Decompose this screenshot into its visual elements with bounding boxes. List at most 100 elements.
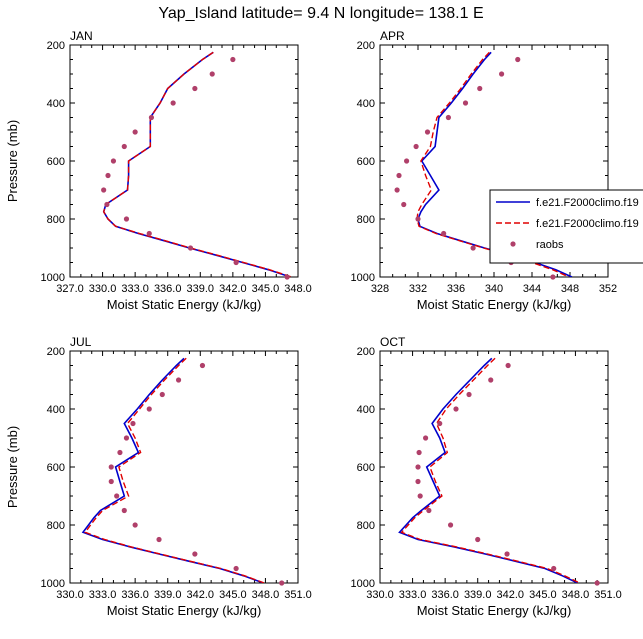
raobs-point [441,230,447,237]
raobs-point [466,391,472,398]
raobs-point [515,56,521,63]
panel-oct: OCT 330.0 333.0 336.0 339.0 342.0 345.0 348.0 35… [351,335,622,618]
legend: f.e21.F2000climo.f19 f.e21.F2000climo.f19… [489,189,643,264]
raobs-point [488,377,494,383]
raobs-point [279,580,285,586]
raobs-point [504,551,510,557]
raobs-point [105,172,111,179]
raobs-point [453,406,459,412]
raobs-point [462,100,469,106]
x-tick-label: 348.0 [252,589,280,601]
x-tick-label: 327.0 [56,283,84,295]
x-tick-label: 333.0 [89,589,117,601]
x-tick-label: 328 [371,283,389,295]
y-tick-label: 1000 [41,578,65,590]
y-tick-label: 400 [357,404,375,416]
raobs-point [108,464,114,470]
raobs-point [123,435,130,441]
raobs-point [416,449,422,456]
raobs-point [233,259,239,266]
raobs-point [146,230,152,237]
raobs-point [437,420,443,427]
x-tick-label: 345.0 [529,589,557,601]
x-tick-label: 336.0 [431,589,459,601]
x-tick-label: 345.0 [252,283,280,295]
y-tick-label: 600 [47,156,65,168]
raobs-point [101,187,107,193]
model-2-line-jul [84,357,265,583]
x-tick-label: 348.0 [284,283,312,295]
y-tick-label: 800 [357,214,375,226]
x-tick-label: 330.0 [366,589,394,601]
x-tick-label: 336.0 [121,589,149,601]
raobs-point [148,114,155,121]
raobs-point [415,216,421,222]
panel-label-jan: JAN [70,29,93,43]
raobs-point [230,56,236,63]
x-tick-label: 340 [485,283,503,295]
model-2-line-oct [400,357,581,583]
raobs-point [470,245,476,251]
panel-label-apr: APR [380,29,405,43]
legend-swatch-raobs [510,241,516,247]
raobs-point [146,406,152,412]
raobs-point [550,274,556,280]
model-1-line-jan [102,51,291,277]
x-tick-label: 342.0 [187,589,215,601]
raobs-point [110,158,117,164]
x-tick-label: 339.0 [154,589,182,601]
y-tick-label: 400 [357,98,375,110]
x-tick-label: 348 [561,283,579,295]
raobs-point [284,274,290,280]
model-1-line-oct [398,357,578,583]
raobs-point [187,245,194,251]
raobs-point [445,114,451,121]
raobs-point [132,522,138,528]
raobs-point [159,391,165,398]
raobs-point [447,522,454,528]
x-tick-label: 332 [409,283,427,295]
raobs-point [175,377,182,383]
y-tick-label: 800 [357,520,375,532]
y-tick-label: 600 [357,462,375,474]
y-axis-label-jan: Pressure (mb) [5,120,20,202]
y-axis-label-jul: Pressure (mb) [5,426,20,508]
x-tick-label: 333.0 [121,283,149,295]
model-1-line-jul [81,357,264,583]
raobs-point [551,565,557,572]
y-tick-label: 600 [357,156,375,168]
panel-jan: JAN 327.0 330.0 333.0 336.0 339.0 342.0 345.0 34… [5,29,312,312]
panel-label-oct: OCT [380,335,406,349]
raobs-point [199,362,206,369]
x-tick-label: 342.0 [219,283,247,295]
x-tick-label: 339.0 [464,589,492,601]
y-tick-label: 800 [47,520,65,532]
x-tick-label: 351.0 [284,589,312,601]
x-tick-label: 348.0 [562,589,590,601]
raobs-point [413,143,419,150]
raobs-point [114,493,120,499]
raobs-point [104,201,110,208]
y-tick-label: 1000 [351,578,375,590]
x-tick-label: 336.0 [154,283,182,295]
raobs-point [130,420,136,427]
raobs-point [108,478,114,485]
raobs-point [123,216,130,222]
y-tick-label: 1000 [41,272,65,284]
panel-jul: JUL 330.0 333.0 336.0 339.0 342.0 345.0 348.0 35… [5,335,312,618]
raobs-point [426,507,432,514]
raobs-point [233,565,239,572]
x-tick-label: 345.0 [219,589,247,601]
raobs-point [404,158,410,164]
plot-frame-jul [69,350,299,584]
x-tick-label: 351.0 [594,589,622,601]
figure-title: Yap_Island latitude= 9.4 N longitude= 13… [158,5,483,22]
x-tick-label: 339.0 [187,283,215,295]
legend-entry-label: f.e21.F2000climo.f19 [536,197,639,209]
raobs-point [417,493,423,499]
raobs-point [394,187,400,193]
plot-frame-oct [379,350,609,584]
panel-apr: APR 328 332 336 340 344 348 352 200 400 600 800 1000… [351,29,618,312]
y-tick-label: 1000 [351,272,375,284]
legend-entry-label: raobs [536,239,564,251]
